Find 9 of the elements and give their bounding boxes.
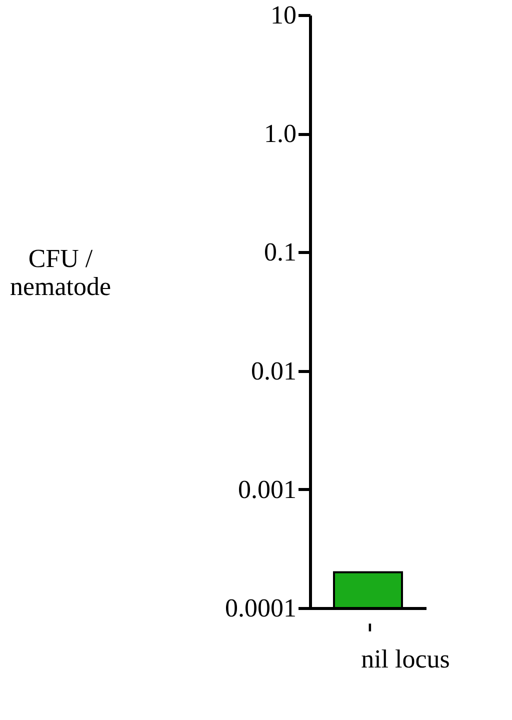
y-tick-label: 10: [270, 0, 296, 30]
y-tick-label: 0.0001: [225, 594, 296, 622]
y-tick-label: 0.1: [264, 238, 296, 267]
x-tick-label: -: [351, 622, 384, 632]
y-tick-label: 0.001: [238, 474, 296, 504]
y-axis-title: CFU / nematode: [10, 244, 112, 301]
y-tick-label: 0.01: [251, 356, 296, 386]
y-tick-label: 1.0: [264, 119, 296, 148]
x-axis-title: nil locus: [361, 644, 450, 674]
